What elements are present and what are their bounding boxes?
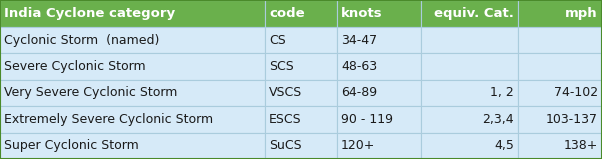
Text: 120+: 120+ bbox=[341, 139, 376, 152]
Bar bbox=[0, 0, 265, 27]
Bar bbox=[0, 53, 265, 80]
Text: 74-102: 74-102 bbox=[554, 86, 598, 100]
Bar bbox=[337, 53, 421, 80]
Bar bbox=[0, 133, 265, 159]
Bar bbox=[265, 53, 337, 80]
Text: knots: knots bbox=[341, 7, 383, 20]
Text: Extremely Severe Cyclonic Storm: Extremely Severe Cyclonic Storm bbox=[4, 113, 213, 126]
Text: Very Severe Cyclonic Storm: Very Severe Cyclonic Storm bbox=[4, 86, 178, 100]
Bar bbox=[518, 0, 602, 27]
Bar bbox=[265, 27, 337, 53]
Bar bbox=[421, 53, 518, 80]
Text: 138+: 138+ bbox=[563, 139, 598, 152]
Bar bbox=[421, 27, 518, 53]
Bar bbox=[518, 27, 602, 53]
Text: 103-137: 103-137 bbox=[546, 113, 598, 126]
Text: ESCS: ESCS bbox=[269, 113, 302, 126]
Bar bbox=[518, 106, 602, 133]
Text: SuCS: SuCS bbox=[269, 139, 302, 152]
Text: mph: mph bbox=[565, 7, 598, 20]
Bar bbox=[518, 53, 602, 80]
Bar bbox=[518, 133, 602, 159]
Bar bbox=[265, 0, 337, 27]
Text: 48-63: 48-63 bbox=[341, 60, 377, 73]
Bar bbox=[337, 133, 421, 159]
Bar bbox=[265, 80, 337, 106]
Text: India Cyclone category: India Cyclone category bbox=[4, 7, 175, 20]
Bar bbox=[0, 106, 265, 133]
Text: Severe Cyclonic Storm: Severe Cyclonic Storm bbox=[4, 60, 146, 73]
Text: Super Cyclonic Storm: Super Cyclonic Storm bbox=[4, 139, 138, 152]
Bar bbox=[421, 106, 518, 133]
Bar bbox=[0, 27, 265, 53]
Text: code: code bbox=[269, 7, 305, 20]
Bar bbox=[421, 80, 518, 106]
Text: 2,3,4: 2,3,4 bbox=[482, 113, 514, 126]
Text: 90 - 119: 90 - 119 bbox=[341, 113, 393, 126]
Text: 64-89: 64-89 bbox=[341, 86, 377, 100]
Bar bbox=[337, 106, 421, 133]
Bar bbox=[337, 27, 421, 53]
Bar bbox=[265, 106, 337, 133]
Text: 1, 2: 1, 2 bbox=[490, 86, 514, 100]
Bar bbox=[421, 133, 518, 159]
Bar bbox=[421, 0, 518, 27]
Text: Cyclonic Storm  (named): Cyclonic Storm (named) bbox=[4, 34, 160, 47]
Bar bbox=[337, 0, 421, 27]
Text: VSCS: VSCS bbox=[269, 86, 302, 100]
Text: CS: CS bbox=[269, 34, 286, 47]
Text: 34-47: 34-47 bbox=[341, 34, 377, 47]
Bar bbox=[265, 133, 337, 159]
Bar bbox=[337, 80, 421, 106]
Text: 4,5: 4,5 bbox=[494, 139, 514, 152]
Bar bbox=[518, 80, 602, 106]
Text: equiv. Cat.: equiv. Cat. bbox=[434, 7, 514, 20]
Text: SCS: SCS bbox=[269, 60, 294, 73]
Bar bbox=[0, 80, 265, 106]
